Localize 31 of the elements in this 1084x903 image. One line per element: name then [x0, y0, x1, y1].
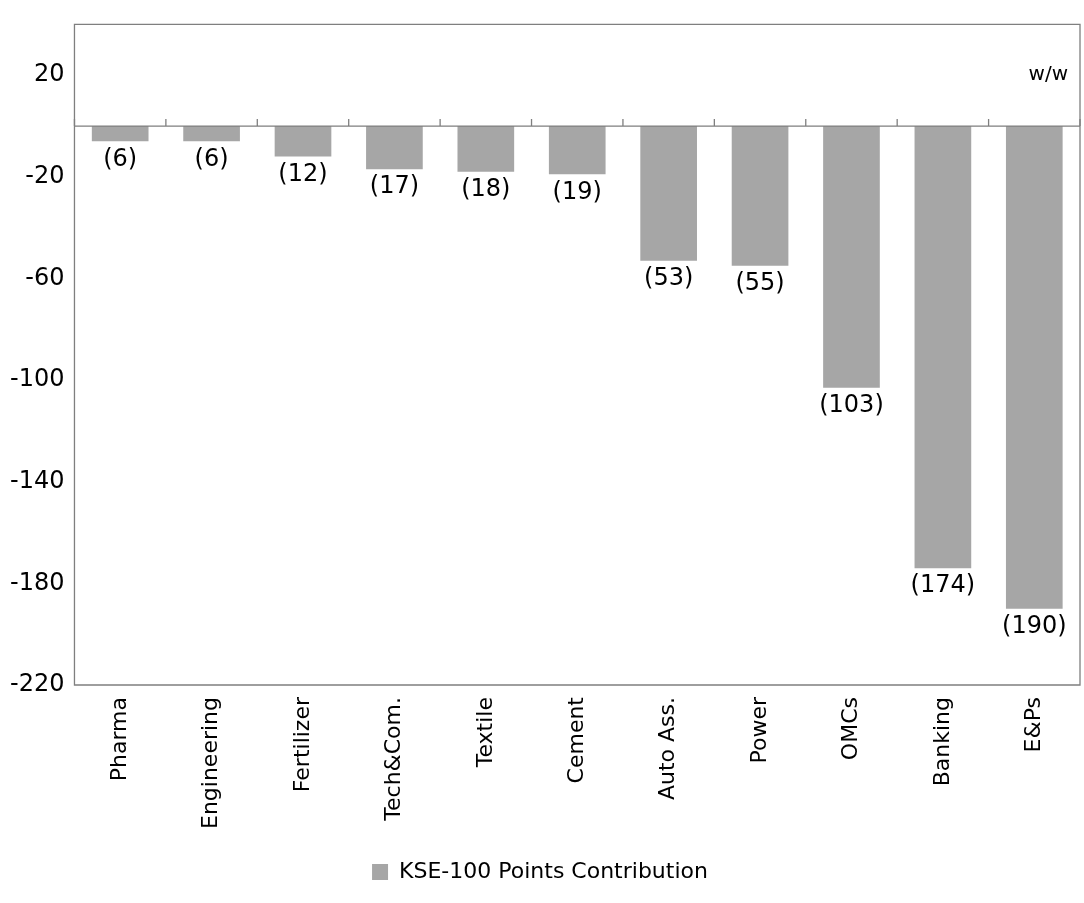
- data-label: (6): [194, 143, 229, 172]
- data-label: (12): [278, 158, 328, 187]
- x-tick-label: Power: [745, 696, 771, 764]
- data-label: (55): [735, 268, 785, 297]
- y-tick-label: -60: [25, 262, 65, 291]
- y-tick-label: -220: [10, 669, 65, 698]
- x-tick-label: OMCs: [837, 697, 863, 761]
- x-tick-label: Fertilizer: [288, 696, 314, 793]
- data-label: (53): [644, 262, 694, 291]
- y-tick-label: -140: [10, 465, 65, 494]
- x-tick-label: Auto Ass.: [654, 697, 680, 801]
- x-tick-label: Cement: [562, 696, 588, 784]
- x-tick-label: E&Ps: [1020, 697, 1046, 753]
- y-tick-label: -20: [25, 161, 65, 190]
- annotation: w/w: [1028, 60, 1068, 85]
- y-tick-label: -100: [10, 364, 65, 393]
- x-tick-label: Tech&Com.: [380, 697, 406, 822]
- y-tick-label: -180: [10, 567, 65, 596]
- data-label: (19): [552, 176, 602, 205]
- data-label: (18): [461, 174, 511, 202]
- legend-label: KSE-100 Points Contribution: [399, 857, 708, 883]
- data-label: (190): [1002, 611, 1067, 640]
- data-label: (17): [369, 171, 420, 200]
- data-label: (174): [910, 570, 976, 599]
- data-label: (6): [103, 143, 138, 172]
- x-tick-label: Engineering: [197, 697, 223, 829]
- x-tick-label: Banking: [928, 697, 954, 787]
- x-tick-label: Textile: [471, 697, 497, 769]
- y-tick-label: 20: [33, 59, 65, 88]
- data-label: (103): [819, 389, 884, 418]
- x-tick-label: Pharma: [105, 697, 131, 782]
